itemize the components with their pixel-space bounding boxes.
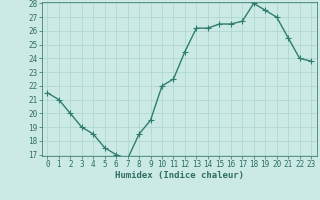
X-axis label: Humidex (Indice chaleur): Humidex (Indice chaleur) <box>115 171 244 180</box>
